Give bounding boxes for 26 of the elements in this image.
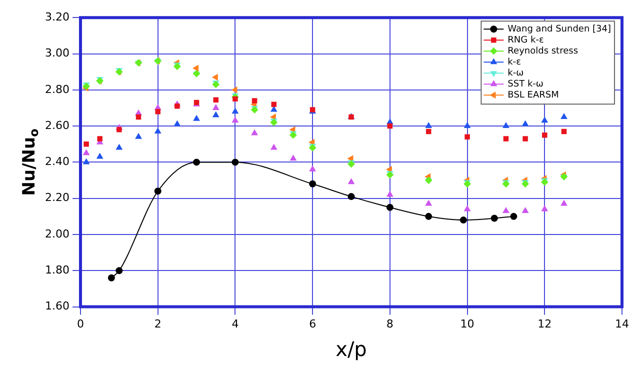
y-tick-label: 1.80	[44, 264, 70, 277]
legend-label: Reynolds stress	[508, 46, 578, 56]
x-tick-label: 10	[460, 317, 474, 330]
y-tick-label: 2.80	[44, 82, 70, 96]
y-axis-title: Nu/Nuo	[19, 128, 42, 196]
y-tick-label: 2.20	[44, 191, 70, 204]
x-tick-label: 0	[76, 317, 84, 330]
y-tick-label: 2.60	[44, 118, 70, 132]
legend-label: Wang and Sunden [34]	[508, 24, 612, 34]
x-tick-label: 2	[154, 317, 162, 330]
legend-label: BSL EARSM	[508, 90, 559, 100]
legend-label: SST k-ω	[508, 79, 544, 90]
legend-label: k-ω	[508, 68, 524, 78]
legend-label: k-ε	[508, 57, 522, 68]
y-tick-label: 2.00	[44, 227, 70, 240]
y-tick-label: 2.40	[44, 155, 70, 168]
x-tick-label: 14	[615, 317, 629, 330]
x-axis-title: x/p	[336, 337, 367, 361]
x-tick-label: 12	[538, 317, 552, 330]
x-tick-label: 8	[386, 317, 394, 330]
y-tick-label: 3.20	[44, 10, 70, 24]
legend-label: RNG k-ε	[508, 35, 544, 46]
x-tick-label: 4	[232, 317, 239, 330]
x-tick-label: 6	[309, 317, 316, 330]
y-tick-label: 1.60	[44, 300, 70, 313]
y-tick-label: 3.00	[44, 46, 70, 60]
